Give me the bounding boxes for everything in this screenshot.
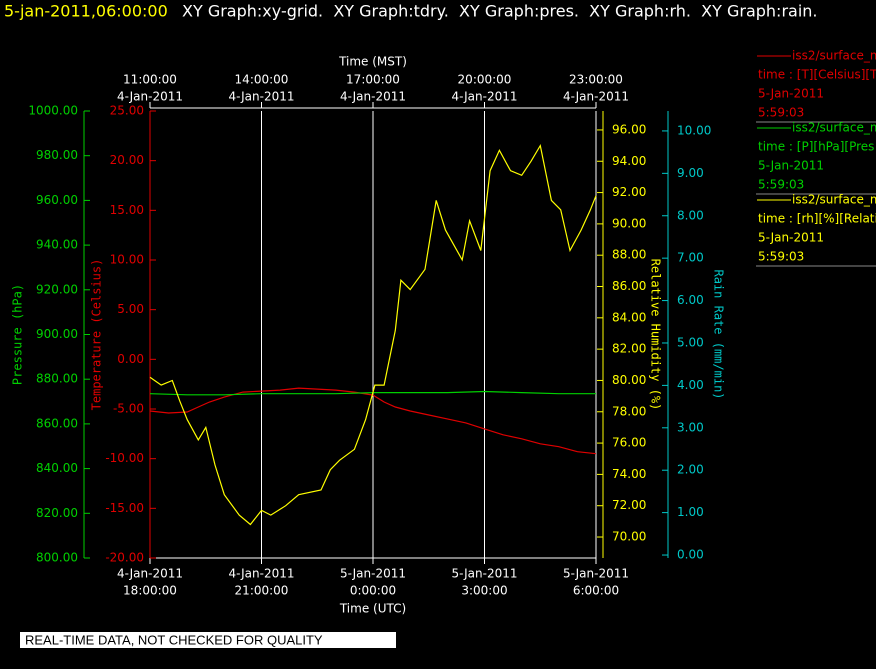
x-tick-date: 4-Jan-2011: [117, 567, 183, 581]
series-line: [149, 387, 597, 455]
x-tick-label-top: 14:00:00: [235, 73, 289, 87]
x-tick-date: 5-Jan-2011: [340, 567, 406, 581]
title-time: 5-jan-2011,06:00:00: [4, 2, 168, 21]
x-tick-date: 4-Jan-2011: [229, 567, 295, 581]
y-tick-label: 1.00: [677, 505, 704, 519]
legend-detail: time : [P][hPa][Pres: [758, 140, 874, 154]
y-axis-title: Rain Rate (mm/min): [712, 269, 726, 399]
y-tick-label: 1000.00: [28, 104, 78, 118]
note: REAL-TIME DATA, NOT CHECKED FOR QUALITY: [25, 632, 323, 647]
y-tick-label: 5.00: [117, 302, 144, 316]
y-tick-label: 82.00: [612, 342, 646, 356]
legend-detail: 5-Jan-2011: [758, 159, 824, 173]
y-tick-label: 980.00: [36, 148, 78, 162]
y-tick-label: -20.00: [105, 551, 144, 565]
y-tick-label: 94.00: [612, 154, 646, 168]
series-line: [149, 143, 597, 526]
y-tick-label: 4.00: [677, 378, 704, 392]
y-tick-label: 72.00: [612, 498, 646, 512]
legend-detail: 5:59:03: [758, 250, 804, 264]
note-box: [20, 632, 396, 648]
y-tick-label: 0.00: [677, 548, 704, 562]
y-axis-title: Temperature (Celsius): [90, 259, 104, 411]
y-tick-label: 2.00: [677, 463, 704, 477]
x-tick-date-top: 4-Jan-2011: [229, 90, 295, 104]
x-tick-label: 3:00:00: [461, 584, 507, 598]
y-tick-label: 960.00: [36, 193, 78, 207]
legend-detail: time : [T][Celsius][T: [758, 68, 876, 82]
legend-label: iss2/surface_me: [792, 193, 876, 207]
y-tick-label: 90.00: [612, 216, 646, 230]
x-tick-date-top: 4-Jan-2011: [340, 90, 406, 104]
y-tick-label: -15.00: [105, 501, 144, 515]
x-tick-label-top: 20:00:00: [458, 73, 512, 87]
y-tick-label: 880.00: [36, 372, 78, 386]
x-axis-title-top: Time (MST): [338, 55, 407, 69]
y-tick-label: 8.00: [677, 208, 704, 222]
y-tick-label: 25.00: [110, 104, 144, 118]
legend-detail: 5-Jan-2011: [758, 87, 824, 101]
y-tick-label: 80.00: [612, 373, 646, 387]
x-tick-date-top: 4-Jan-2011: [452, 90, 518, 104]
y-tick-label: 840.00: [36, 461, 78, 475]
legend-label: iss2/surface_me: [792, 121, 876, 135]
y-tick-label: 86.00: [612, 279, 646, 293]
y-tick-label: -5.00: [113, 402, 144, 416]
y-tick-label: 20.00: [110, 153, 144, 167]
x-axis-title: Time (UTC): [339, 602, 406, 616]
y-tick-label: 96.00: [612, 122, 646, 136]
y-tick-label: 88.00: [612, 248, 646, 262]
y-tick-label: 820.00: [36, 506, 78, 520]
x-tick-label-top: 11:00:00: [123, 73, 177, 87]
x-tick-date: 5-Jan-2011: [452, 567, 518, 581]
y-tick-label: 920.00: [36, 282, 78, 296]
y-tick-label: -10.00: [105, 451, 144, 465]
y-tick-label: 5.00: [677, 335, 704, 349]
y-tick-label: 800.00: [36, 551, 78, 565]
y-tick-label: 74.00: [612, 467, 646, 481]
legend-detail: 5:59:03: [758, 178, 804, 192]
y-tick-label: 6.00: [677, 293, 704, 307]
x-tick-date-top: 4-Jan-2011: [563, 90, 629, 104]
y-tick-label: 10.00: [677, 123, 711, 137]
x-tick-date: 5-Jan-2011: [563, 567, 629, 581]
y-tick-label: 10.00: [110, 253, 144, 267]
title: XY Graph:xy-grid. XY Graph:tdry. XY Grap…: [182, 2, 818, 21]
x-tick-label-top: 23:00:00: [569, 73, 623, 87]
y-tick-label: 70.00: [612, 530, 646, 544]
legend-detail: 5-Jan-2011: [758, 231, 824, 245]
x-tick-label: 6:00:00: [573, 584, 619, 598]
legend-label: iss2/surface_me: [792, 49, 876, 63]
x-tick-label: 21:00:00: [235, 584, 289, 598]
x-tick-date-top: 4-Jan-2011: [117, 90, 183, 104]
x-tick-label: 0:00:00: [350, 584, 396, 598]
y-tick-label: 7.00: [677, 251, 704, 265]
x-tick-label-top: 17:00:00: [346, 73, 400, 87]
x-tick-label: 18:00:00: [123, 584, 177, 598]
y-tick-label: 3.00: [677, 420, 704, 434]
y-axis-title: Relative Humidity (%): [649, 259, 663, 411]
y-tick-label: 900.00: [36, 327, 78, 341]
y-tick-label: 940.00: [36, 238, 78, 252]
y-tick-label: 15.00: [110, 203, 144, 217]
y-tick-label: 9.00: [677, 166, 704, 180]
legend-detail: 5:59:03: [758, 106, 804, 120]
y-tick-label: 860.00: [36, 416, 78, 430]
y-tick-label: 78.00: [612, 404, 646, 418]
y-axis-title: Pressure (hPa): [11, 284, 25, 385]
y-tick-label: 84.00: [612, 310, 646, 324]
legend-detail: time : [rh][%][Relati: [758, 212, 876, 226]
y-tick-label: 92.00: [612, 185, 646, 199]
y-tick-label: 0.00: [117, 352, 144, 366]
y-tick-label: 76.00: [612, 436, 646, 450]
